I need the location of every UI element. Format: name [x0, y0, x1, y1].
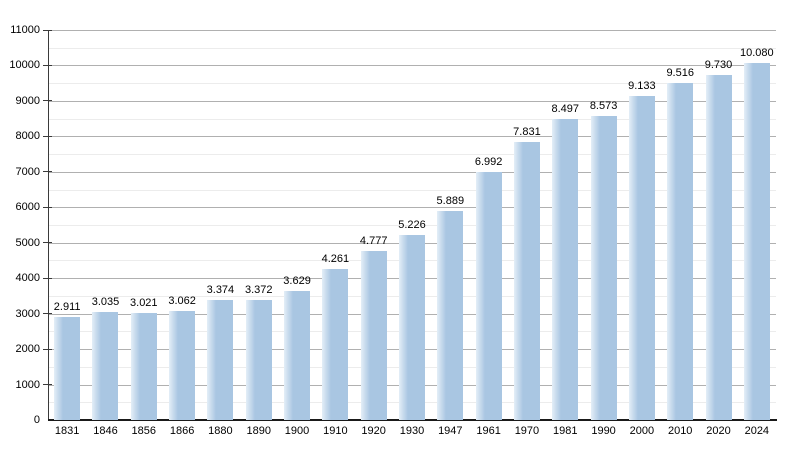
gridline-minor — [48, 154, 776, 156]
x-axis-tick-label: 1970 — [514, 425, 540, 437]
bar — [475, 172, 502, 420]
bar — [207, 300, 234, 420]
bar-value-label: 5.226 — [398, 218, 426, 231]
bar-value-label: 8.573 — [589, 100, 618, 113]
y-axis-tick — [43, 100, 52, 102]
x-axis-tick-label: 1846 — [93, 425, 118, 437]
bar — [743, 62, 770, 420]
bar — [667, 82, 694, 420]
x-axis-tick-label: 1990 — [591, 425, 616, 437]
bar-value-label: 3.374 — [206, 284, 235, 297]
x-axis-tick-label: 1947 — [438, 425, 463, 437]
x-axis-tick-label: 2000 — [629, 425, 655, 437]
bar-value-label: 3.021 — [130, 296, 158, 309]
bar — [284, 291, 311, 420]
y-axis-tick — [43, 135, 52, 137]
bar-value-label: 3.035 — [91, 296, 120, 309]
y-axis-tick — [43, 313, 52, 315]
y-axis-tick — [43, 171, 52, 173]
bar-value-label: 9.133 — [628, 80, 656, 93]
y-axis-tick-label: 5000 — [15, 236, 40, 249]
x-axis-tick-label: 1856 — [131, 425, 157, 437]
bar — [54, 316, 81, 420]
bar-value-label: 5.889 — [436, 195, 465, 208]
bar-value-label: 4.261 — [321, 252, 350, 265]
x-axis-tick-label: 1880 — [208, 425, 233, 437]
y-axis-tick-label: 7000 — [15, 165, 40, 178]
y-axis-tick-label: 1000 — [15, 378, 40, 391]
y-axis-tick-label: 4000 — [15, 272, 40, 285]
y-axis-tick — [43, 64, 52, 66]
bar — [92, 312, 119, 420]
bar-value-label: 3.062 — [168, 295, 196, 308]
gridline-major — [48, 65, 776, 67]
x-axis-tick-label: 2020 — [706, 425, 731, 437]
bar — [360, 250, 387, 420]
bar-value-label: 3.372 — [244, 284, 273, 297]
gridline-major — [48, 100, 776, 102]
bar — [513, 142, 540, 420]
y-axis-tick-label: 10000 — [9, 59, 40, 72]
x-axis-tick-label: 2010 — [667, 425, 693, 437]
bar — [705, 75, 732, 420]
gridline-minor — [48, 225, 776, 226]
y-axis-tick-label: 0 — [33, 414, 40, 426]
x-axis-tick-label: 1981 — [553, 425, 578, 437]
bar-value-label: 8.497 — [551, 102, 580, 115]
gridline-major — [48, 136, 776, 138]
x-axis-tick-label: 1910 — [323, 425, 348, 437]
x-axis-tick-label: 1831 — [54, 425, 80, 437]
bar — [590, 116, 617, 420]
bar-value-label: 2.911 — [53, 300, 81, 313]
bar-value-label: 9.516 — [666, 66, 694, 79]
bar — [169, 311, 196, 420]
bar — [399, 234, 425, 420]
gridline-minor — [48, 47, 776, 49]
bar-value-label: 3.629 — [283, 275, 311, 288]
bar — [628, 96, 655, 420]
x-axis-tick-label: 1866 — [169, 425, 195, 437]
x-axis-tick-label: 1961 — [476, 425, 501, 437]
y-axis-tick — [43, 348, 52, 350]
y-axis-tick — [43, 384, 52, 386]
gridline-major — [48, 207, 776, 209]
y-axis-tick-label: 2000 — [15, 343, 40, 356]
gridline-minor — [48, 189, 776, 191]
y-axis-tick — [43, 29, 52, 31]
bar-value-label: 4.777 — [359, 234, 388, 247]
bar-value-label: 7.831 — [513, 126, 541, 139]
gridline-minor — [48, 83, 776, 85]
bar — [322, 268, 349, 420]
gridline-major — [48, 30, 776, 31]
bar — [130, 312, 157, 420]
x-axis-tick-label: 1900 — [284, 425, 310, 437]
x-axis-tick-label: 1930 — [399, 425, 425, 437]
x-axis-tick-label: 2024 — [744, 425, 770, 437]
gridline-minor — [48, 118, 776, 120]
x-axis-line — [48, 419, 777, 421]
bar-value-label: 9.730 — [704, 59, 733, 72]
y-axis-tick-label: 8000 — [15, 130, 40, 143]
x-axis-tick-label: 1920 — [361, 425, 386, 437]
y-axis-tick — [43, 277, 52, 279]
y-axis-tick-label: 11000 — [10, 24, 40, 36]
bar-value-label: 10.080 — [740, 46, 774, 59]
y-axis-tick-label: 3000 — [15, 307, 40, 320]
bar — [437, 211, 464, 420]
gridline-major — [48, 171, 776, 173]
y-axis-tick-label: 9000 — [15, 94, 40, 107]
y-axis-tick — [43, 206, 52, 208]
bar — [245, 300, 272, 420]
y-axis-tick-label: 6000 — [15, 201, 40, 214]
bar-value-label: 6.992 — [474, 156, 503, 169]
y-axis-tick — [43, 242, 52, 244]
y-axis-line — [48, 30, 49, 420]
bar — [552, 118, 579, 420]
x-axis-tick-label: 1890 — [246, 425, 271, 437]
